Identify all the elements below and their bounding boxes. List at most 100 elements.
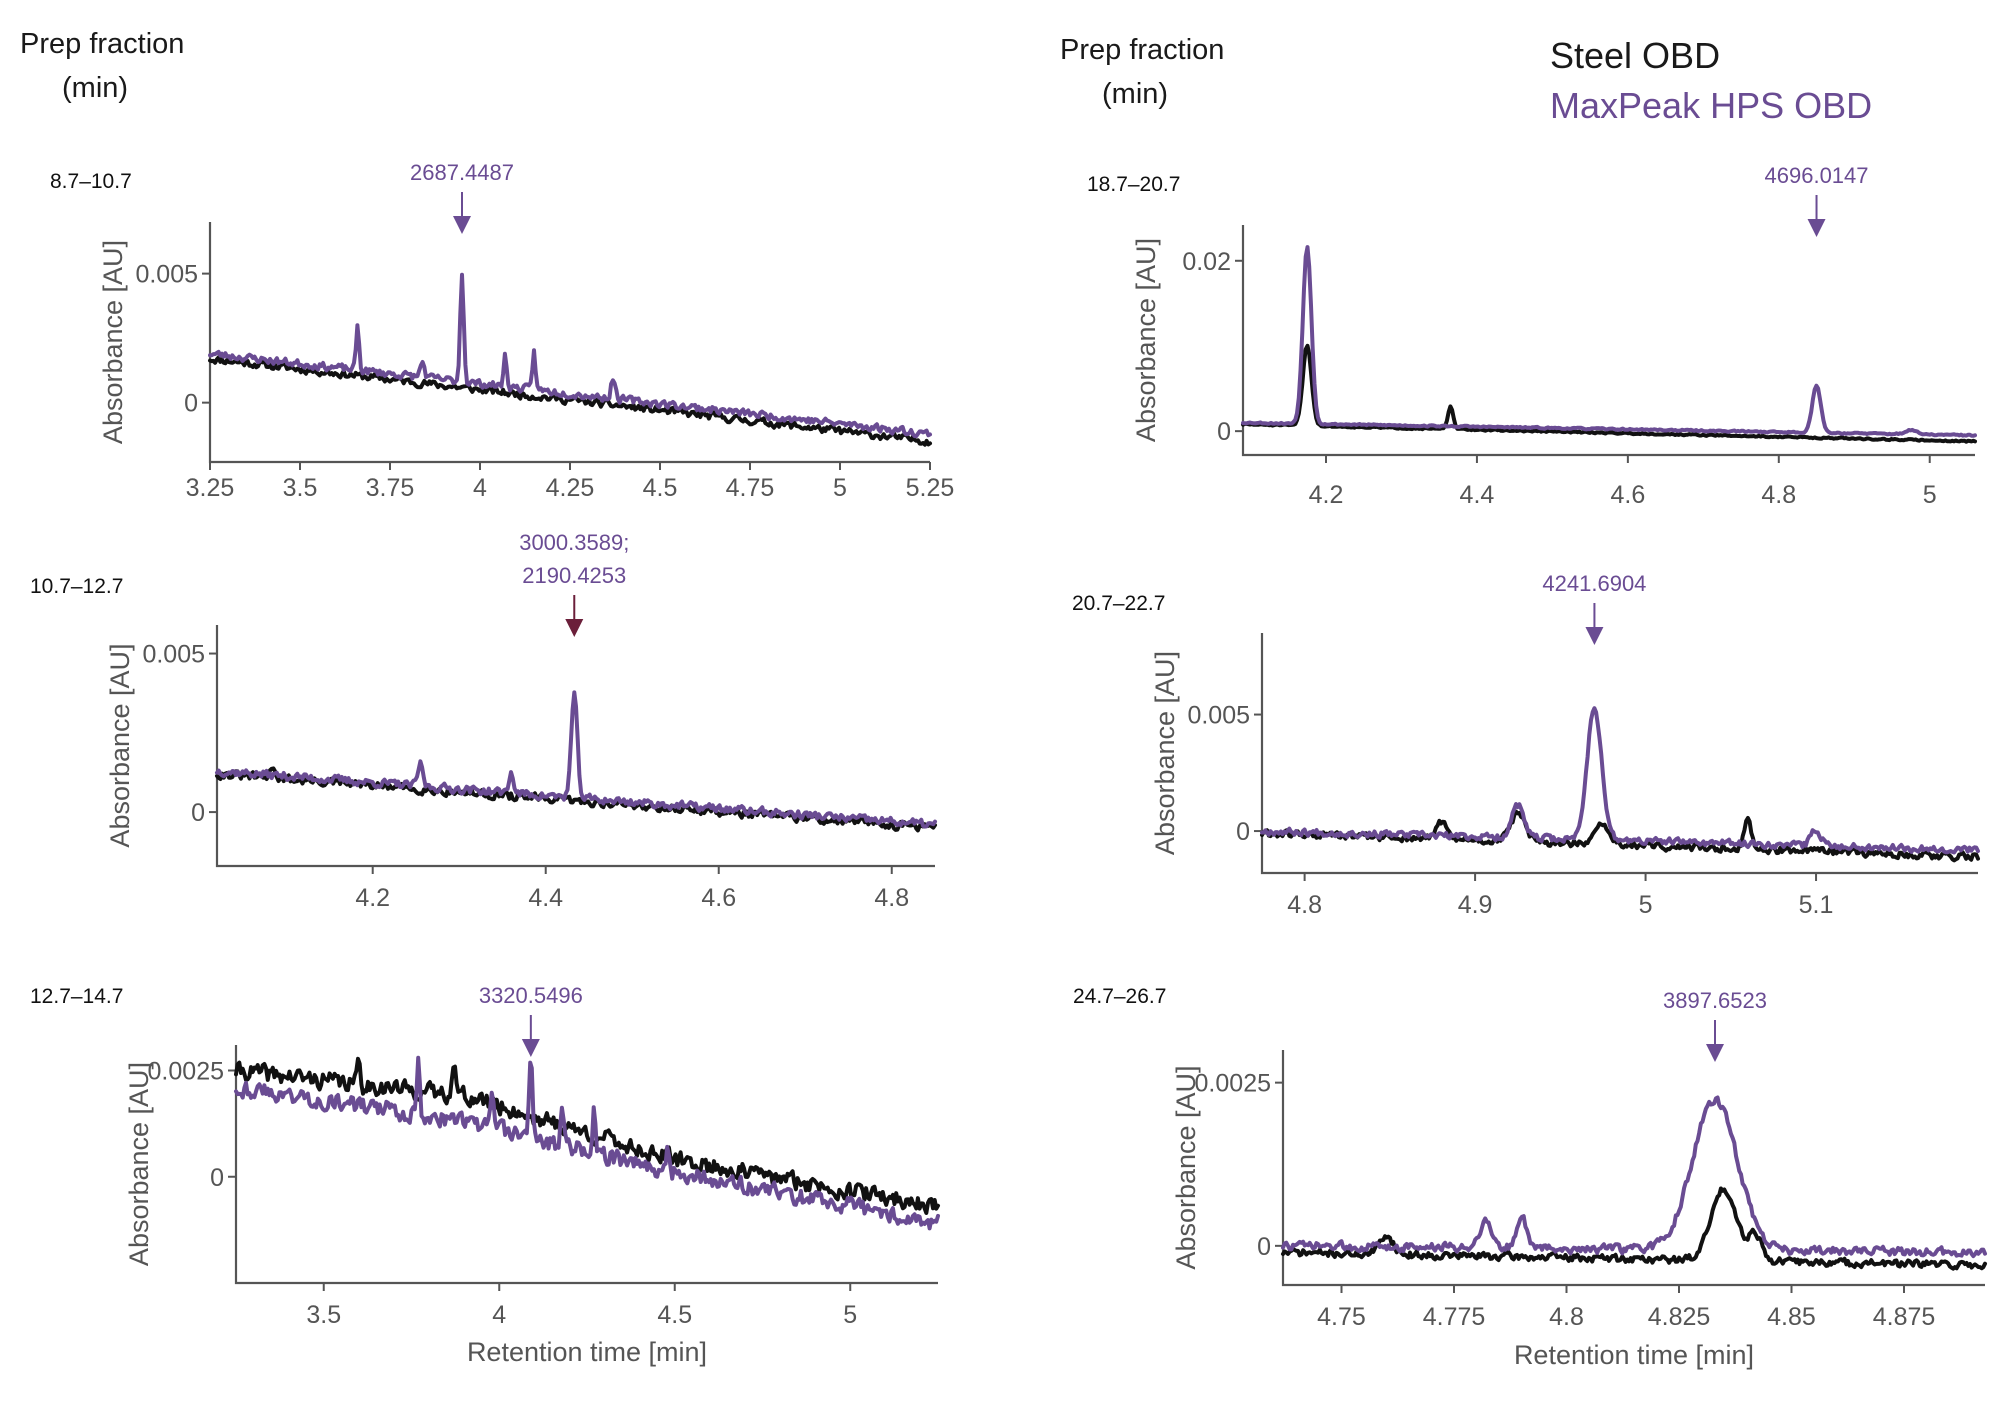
fraction-label: 24.7–26.7	[1073, 985, 1166, 1008]
x-tick-label: 4.8	[1549, 1303, 1584, 1331]
y-tick-label: 0.02	[1182, 248, 1231, 276]
peak-annotation-label: 3000.3589;	[519, 530, 629, 555]
y-axis-label: Absorbance [AU]	[98, 240, 128, 444]
x-tick-label: 4	[492, 1301, 506, 1329]
x-tick-label: 4.4	[1460, 481, 1495, 509]
axes-frame	[1241, 225, 1975, 457]
peak-arrow-head	[1706, 1044, 1724, 1062]
fraction-label: 12.7–14.7	[30, 985, 123, 1008]
series-maxpeak-hps-obd	[234, 1055, 940, 1231]
series-steel-obd	[215, 766, 937, 833]
axes-frame	[215, 625, 935, 868]
x-tick-label: 5.1	[1799, 891, 1834, 919]
fraction-label: 18.7–20.7	[1087, 173, 1180, 196]
y-axis-label: Absorbance [AU]	[1150, 651, 1180, 855]
x-tick-label: 4.8	[1761, 481, 1796, 509]
y-tick-label: 0	[184, 390, 198, 418]
y-tick-label: 0.005	[142, 641, 205, 669]
y-axis-label: Absorbance [AU]	[124, 1062, 154, 1266]
chart-panel-1: 8.7–10.7 0 0.005 3.25 3.5 3.75 4 4.25 4.5 4.75 5 5.…	[50, 160, 954, 502]
peak-arrow-head	[1807, 219, 1826, 237]
x-tick-label: 4.75	[1317, 1303, 1366, 1331]
fraction-label: 20.7–22.7	[1072, 592, 1165, 615]
legend-maxpeak-hps-obd: MaxPeak HPS OBD	[1550, 85, 1872, 126]
y-tick-label: 0.0025	[148, 1058, 224, 1086]
peak-annotation-label: 4241.6904	[1542, 571, 1646, 596]
y-tick-label: 0	[1217, 418, 1231, 446]
y-tick-label: 0.005	[1187, 702, 1250, 730]
y-axis-label: Absorbance [AU]	[105, 643, 135, 847]
x-tick-label: 4.9	[1458, 891, 1493, 919]
x-tick-label: 5.25	[906, 474, 955, 502]
x-tick-label: 3.75	[366, 474, 415, 502]
peak-arrow-head	[453, 216, 471, 234]
y-axis-label: Absorbance [AU]	[1131, 238, 1161, 442]
series-maxpeak-hps-obd	[1241, 245, 1977, 438]
peak-arrow-head	[565, 619, 584, 637]
x-tick-label: 5	[843, 1301, 857, 1329]
y-tick-label: 0	[191, 799, 205, 827]
peak-annotation-label: 2687.4487	[410, 160, 514, 185]
peak-arrow-head	[1585, 627, 1604, 645]
x-tick-label: 4.85	[1767, 1303, 1816, 1331]
peak-annotation-label: 4696.0147	[1765, 163, 1869, 188]
legend-steel-obd: Steel OBD	[1550, 35, 1720, 76]
x-tick-label: 3.5	[283, 474, 318, 502]
axes-frame	[234, 1045, 938, 1285]
y-tick-label: 0	[1257, 1233, 1271, 1261]
x-tick-label: 4.8	[1287, 891, 1322, 919]
chart-panel-5: 20.7–22.7 0 0.005 4.8 4.9 5 5.1 Absorbance [AU]…	[1072, 571, 1980, 919]
peak-arrow-head	[521, 1039, 540, 1057]
axes-frame	[1260, 633, 1978, 875]
x-tick-label: 4	[473, 474, 487, 502]
axes-frame	[208, 222, 930, 464]
fraction-label: 10.7–12.7	[30, 575, 123, 598]
right-header-line2: (min)	[1102, 78, 1168, 110]
x-tick-label: 4.2	[1309, 481, 1344, 509]
right-header-line1: Prep fraction	[1060, 34, 1224, 66]
x-axis-label: Retention time [min]	[1514, 1340, 1754, 1370]
series-steel-obd	[234, 1056, 940, 1215]
x-tick-label: 4.5	[643, 474, 678, 502]
x-tick-label: 4.25	[546, 474, 595, 502]
peak-annotation-label: 3320.5496	[479, 983, 583, 1008]
series-maxpeak-hps-obd	[215, 690, 937, 829]
series-maxpeak-hps-obd	[1260, 706, 1980, 855]
series-maxpeak-hps-obd	[208, 272, 932, 439]
left-header-line2: (min)	[62, 72, 128, 104]
x-tick-label: 5	[1639, 891, 1653, 919]
x-tick-label: 5	[833, 474, 847, 502]
y-axis-label: Absorbance [AU]	[1171, 1065, 1201, 1269]
axes-frame	[1281, 1050, 1985, 1287]
chart-panel-6: 24.7–26.7 0 0.0025 4.75 4.775 4.8 4.825 4.85 4.8…	[1073, 985, 1987, 1370]
series-steel-obd	[208, 355, 932, 447]
y-tick-label: 0.005	[135, 261, 198, 289]
x-tick-label: 4.875	[1873, 1303, 1936, 1331]
series-steel-obd	[1281, 1186, 1987, 1271]
fraction-label: 8.7–10.7	[50, 170, 132, 193]
peak-annotation-label: 3897.6523	[1663, 988, 1767, 1013]
x-axis-label: Retention time [min]	[467, 1337, 707, 1367]
x-tick-label: 4.825	[1648, 1303, 1711, 1331]
x-tick-label: 4.4	[528, 884, 563, 912]
x-tick-label: 3.5	[306, 1301, 341, 1329]
chart-panel-4: 18.7–20.7 0 0.02 4.2 4.4 4.6 4.8 5 Absorbance [A…	[1087, 163, 1977, 509]
x-tick-label: 4.8	[874, 884, 909, 912]
y-tick-label: 0	[210, 1164, 224, 1192]
x-tick-label: 5	[1923, 481, 1937, 509]
chart-panel-2: 10.7–12.7 0 0.005 4.2 4.4 4.6 4.8 Absorbance [A…	[30, 530, 937, 912]
left-header-line1: Prep fraction	[20, 28, 184, 60]
y-tick-label: 0.0025	[1195, 1070, 1271, 1098]
chart-panel-3: 12.7–14.7 0 0.0025 3.5 4 4.5 5 Absorbance [AU] R…	[30, 983, 940, 1367]
series-maxpeak-hps-obd	[1281, 1095, 1987, 1259]
peak-annotation-label: 2190.4253	[522, 563, 626, 588]
x-tick-label: 4.775	[1423, 1303, 1486, 1331]
x-tick-label: 4.6	[1610, 481, 1645, 509]
x-tick-label: 3.25	[186, 474, 235, 502]
x-tick-label: 4.5	[657, 1301, 692, 1329]
y-tick-label: 0	[1236, 818, 1250, 846]
x-tick-label: 4.6	[701, 884, 736, 912]
x-tick-label: 4.2	[355, 884, 390, 912]
